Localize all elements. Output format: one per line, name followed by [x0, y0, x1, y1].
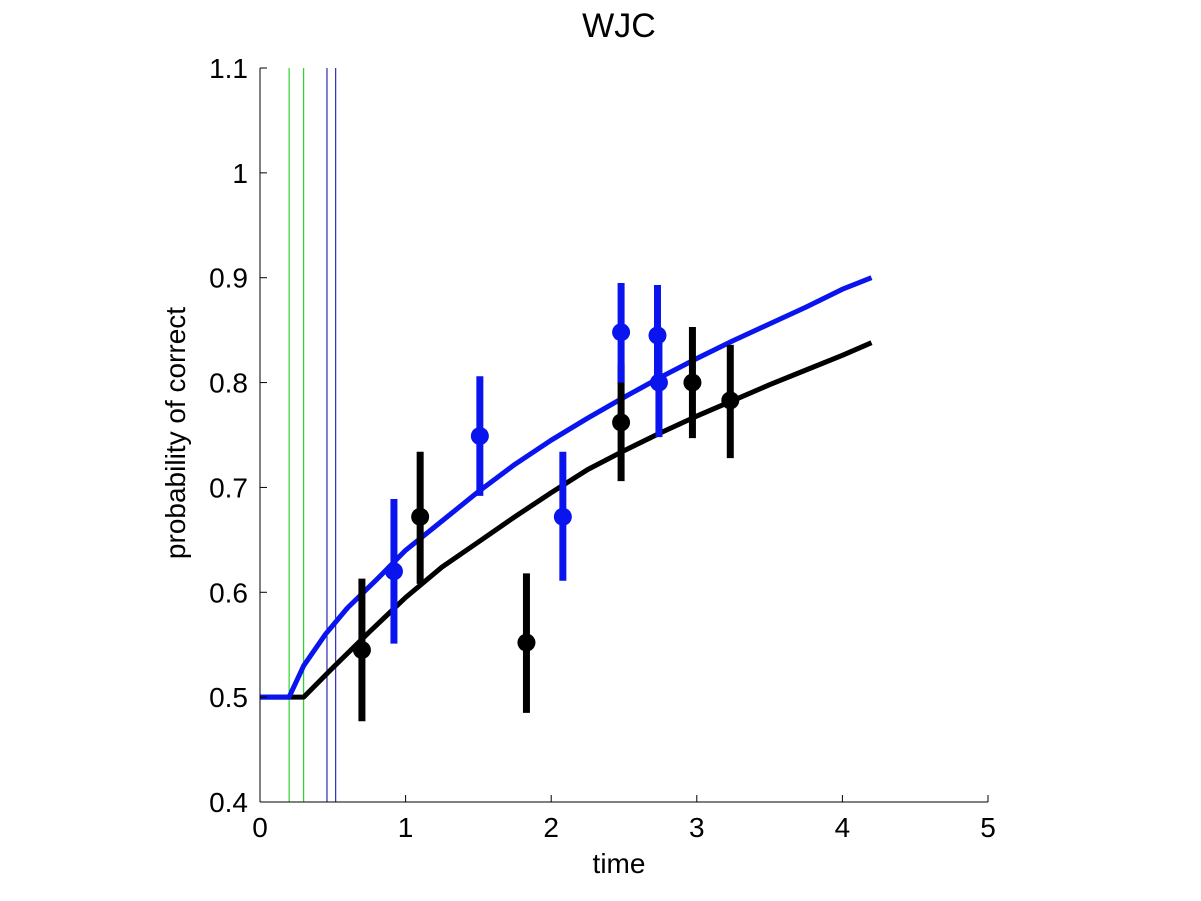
x-tick-label-4: 3 — [689, 812, 705, 843]
chart-title: WJC — [582, 7, 656, 45]
data-point-1-3 — [517, 633, 536, 652]
reference-lines — [288, 68, 337, 802]
x-tick-label-5: 4 — [835, 812, 851, 843]
fit-curve-2 — [260, 275, 873, 700]
data-point-2-5 — [648, 326, 667, 345]
error-bars — [358, 282, 734, 722]
x-tick-label-2: 1 — [398, 812, 414, 843]
data-point-2-4 — [612, 323, 631, 342]
y-tick-label-5: 0.8 — [209, 368, 248, 399]
data-point-1-1 — [352, 640, 371, 659]
x-tick-label-6: 5 — [980, 812, 996, 843]
data-points — [352, 323, 740, 659]
data-point-2-2 — [470, 427, 489, 446]
y-tick-label-1: 0.4 — [209, 787, 248, 818]
data-point-1-4 — [612, 413, 631, 432]
data-point-1-2 — [411, 507, 430, 526]
y-tick-label-2: 0.5 — [209, 682, 248, 713]
data-point-2-3 — [553, 507, 572, 526]
data-point-1-6 — [721, 391, 740, 410]
x-tick-label-1: 0 — [252, 812, 268, 843]
y-tick-label-7: 1 — [232, 158, 248, 189]
x-axis-label: time — [593, 848, 646, 879]
axes — [259, 68, 988, 803]
x-tick-label-3: 2 — [543, 812, 559, 843]
ticks: 0 1 2 3 4 5 0.4 0.5 0.6 0.7 0.8 0.9 1 1.1 — [209, 53, 996, 843]
data-point-2-6 — [649, 373, 668, 392]
y-tick-label-4: 0.7 — [209, 472, 248, 503]
data-point-2-1 — [384, 562, 403, 581]
y-tick-label-8: 1.1 — [209, 53, 248, 84]
y-tick-label-6: 0.9 — [209, 263, 248, 294]
y-axis-label: probability of correct — [160, 307, 191, 559]
y-tick-label-3: 0.6 — [209, 577, 248, 608]
data-point-1-5 — [683, 373, 702, 392]
